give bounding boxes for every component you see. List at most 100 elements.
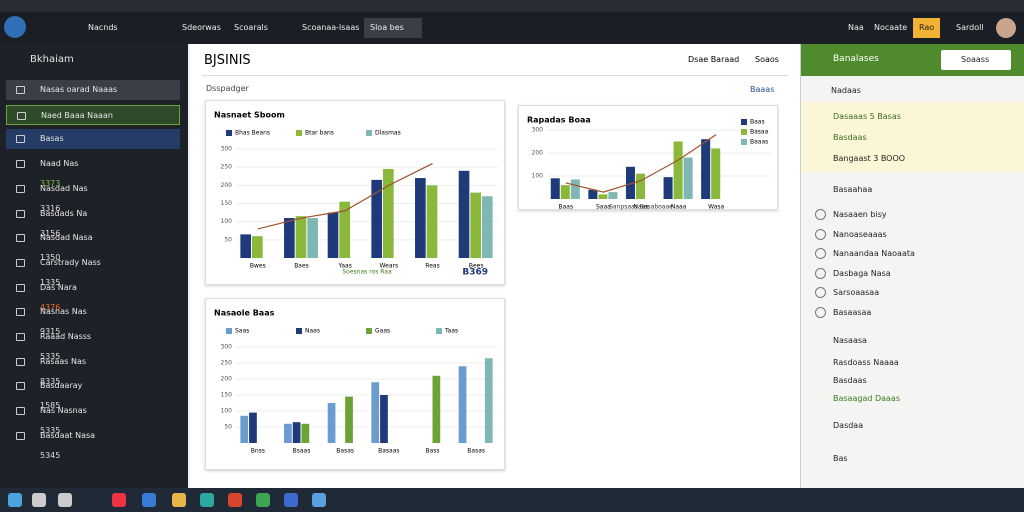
bar (339, 201, 350, 258)
sidebar-item[interactable]: Basas (6, 129, 180, 150)
tab[interactable]: Scoarals (234, 23, 268, 32)
action-button[interactable]: Rao (913, 18, 941, 38)
tab[interactable]: Scoanaa-lsaas (302, 23, 360, 32)
link-item[interactable]: Basdaas (833, 376, 867, 385)
taskbar-icon[interactable] (142, 493, 156, 507)
item-label: Rasaas Nas (40, 356, 87, 366)
link-item[interactable]: Basaagad Daaas (833, 394, 900, 403)
action[interactable]: Dsae Baraad (688, 55, 740, 64)
panel-item[interactable]: Bas (833, 454, 848, 463)
panel-item[interactable]: Dasdaa (833, 421, 864, 430)
bar (673, 141, 683, 199)
sidebar-item[interactable]: Naed Baaa Naaan (6, 104, 180, 125)
panel-item[interactable]: Nadaas (831, 86, 861, 95)
y-tick-label: 50 (224, 236, 232, 243)
taskbar-icon[interactable] (8, 493, 22, 507)
check-item[interactable]: Nanoaseaaas (813, 228, 887, 240)
radio (815, 267, 826, 279)
trend-line (565, 134, 717, 193)
taskbar-icon[interactable] (312, 493, 326, 507)
sidebar-item[interactable]: Rasaas Nas 8335 (6, 352, 180, 386)
item-icon (16, 135, 25, 144)
sidebar-item[interactable]: Nasnas Nas 9315 (6, 302, 180, 336)
tab[interactable]: Sloa bes (364, 18, 422, 38)
y-tick-label: 150 (221, 392, 233, 399)
highlight-item[interactable]: Dasaaas 5 Basas (833, 112, 901, 121)
sidebar-title: Bkhaiam (30, 54, 74, 65)
tab[interactable]: Nacnds (88, 23, 118, 32)
sidebar-item[interactable]: Nas Nasnas 5335 (6, 401, 180, 435)
taskbar-icon[interactable] (228, 493, 242, 507)
chart-title: Nasnaet Sboom (214, 111, 285, 120)
menu[interactable]: Nocaate (874, 23, 908, 32)
y-tick-label: 100 (221, 408, 233, 415)
taskbar-icon[interactable] (32, 493, 46, 507)
link[interactable]: Baaas (750, 85, 775, 94)
taskbar (0, 488, 1024, 512)
check-item[interactable]: Nanaandaa Naoaata (813, 248, 915, 259)
taskbar-icon[interactable] (256, 493, 270, 507)
radio (815, 306, 826, 318)
title-strip (0, 0, 1024, 12)
check-item[interactable]: Nasaaen bisy (813, 209, 887, 220)
bar (249, 412, 257, 443)
bar (371, 179, 383, 258)
item-icon (16, 382, 25, 391)
bar (458, 170, 470, 258)
highlight-item[interactable]: Bangaast 3 BOOO (833, 154, 906, 163)
sidebar-item[interactable]: Raaad Nasss 5335 (6, 327, 180, 361)
legend-label: Basaa (750, 129, 769, 136)
section-title[interactable]: Nasaasa (833, 336, 867, 345)
sidebar-item[interactable]: Carstrady Nass 1335 (6, 253, 180, 287)
taskbar-icon[interactable] (58, 493, 72, 507)
link-item[interactable]: Rasdoass Naaaa (833, 358, 899, 367)
avatar[interactable] (996, 18, 1016, 38)
sidebar-item[interactable]: Nasdad Nasa 1350 (6, 228, 180, 262)
taskbar-icon[interactable] (172, 493, 186, 507)
bar (711, 148, 721, 199)
panel-title: Banalases (833, 54, 879, 64)
sidebar-item[interactable]: Basdaat Nasa 5345 (6, 426, 180, 460)
taskbar-icon[interactable] (112, 493, 126, 507)
panel-button[interactable]: Soaass (941, 50, 1011, 70)
radio (815, 248, 826, 259)
check-item[interactable]: Sarsoaasaa (813, 287, 879, 298)
sidebar-item[interactable]: Das Nara 4376 (6, 278, 180, 312)
bar (560, 185, 570, 199)
x-tick-label: Bnss (251, 448, 265, 455)
sidebar-item[interactable]: Nasas oarad Naaas (6, 80, 180, 100)
chart: Nasaole Baas 50 100 150 200 250 300 Saas Naas Gaa… (214, 309, 498, 455)
item-label: Naed Baaa Naaan (41, 110, 113, 120)
bar (588, 189, 598, 199)
legend-label: Btar bans (305, 130, 334, 137)
bar (598, 194, 608, 199)
back-button[interactable] (4, 16, 26, 38)
legend-swatch (226, 328, 232, 334)
item-value: 1585 (40, 401, 61, 411)
section-title[interactable]: Basaahaa (833, 185, 873, 194)
x-tick-label: Saaa (596, 204, 611, 211)
action[interactable]: Soaos (755, 55, 779, 64)
taskbar-icon[interactable] (284, 493, 298, 507)
taskbar-icon[interactable] (200, 493, 214, 507)
legend-label: Naas (305, 328, 320, 335)
trend-line (257, 162, 433, 230)
item-icon (16, 357, 25, 366)
sidebar-item[interactable]: Naad Nas 3373 (6, 154, 180, 188)
radio (815, 209, 826, 220)
menu[interactable]: Naa (848, 23, 864, 32)
bar (284, 423, 292, 443)
sidebar-item[interactable]: Nasdad Nas 3316 (6, 179, 180, 213)
sidebar-item[interactable]: Basdaaray 1585 (6, 376, 180, 410)
check-item[interactable]: Basaasaa (813, 306, 871, 318)
highlight-item[interactable]: Basdaas (833, 133, 867, 142)
bar (570, 179, 580, 199)
check-item[interactable]: Dasbaga Nasa (813, 267, 891, 279)
sidebar-item[interactable]: Basdads Na 3156 (6, 204, 180, 238)
right-panel: Banalases Soaass Nadaas Dasaaas 5 Basas Ba… (800, 44, 1024, 488)
tab[interactable]: Sdeorwas (182, 23, 221, 32)
bar (240, 234, 252, 258)
item-icon (16, 86, 25, 94)
bar (240, 415, 249, 443)
subtitle: Dsspadger (206, 84, 249, 93)
